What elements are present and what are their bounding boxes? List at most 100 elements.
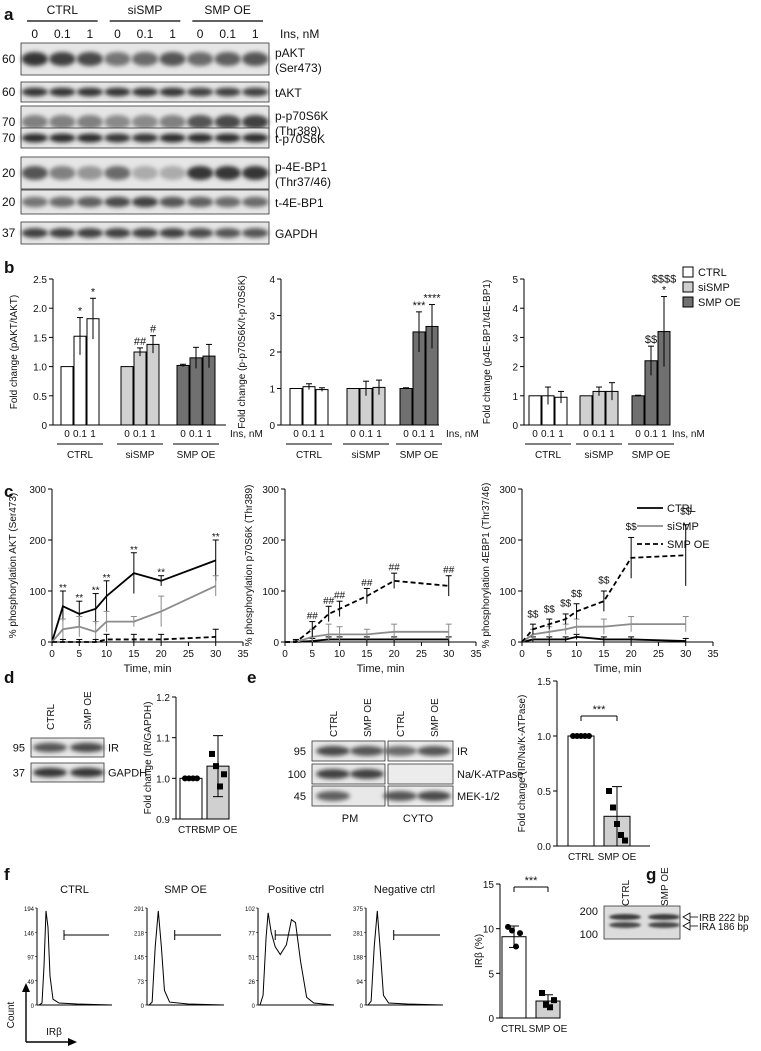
y-axis-title: Fold change (p4E-BP1/t4E-BP1) bbox=[482, 280, 493, 425]
x-axis-title: Time, min bbox=[357, 663, 405, 675]
y-tick-label: 1.5 bbox=[33, 333, 47, 344]
y-tick-label: 0 bbox=[510, 638, 516, 649]
blot-a-ins-value: 0.1 bbox=[219, 27, 236, 41]
x-tick-label: 0 bbox=[350, 429, 356, 440]
significance-mark: ## bbox=[134, 336, 147, 348]
blot-band bbox=[33, 767, 67, 778]
significance-mark: ** bbox=[59, 583, 67, 594]
y-tick-label: 0.5 bbox=[33, 392, 47, 403]
blot-band bbox=[350, 769, 384, 779]
y-axis-title: % phosphorylation p70S6K (Thr389) bbox=[244, 485, 255, 647]
data-point bbox=[217, 783, 223, 790]
blot-a-band bbox=[159, 51, 186, 67]
data-point bbox=[614, 821, 620, 827]
x-tick-label: 15 bbox=[361, 649, 373, 660]
data-point bbox=[622, 837, 628, 844]
data-point bbox=[194, 775, 200, 782]
flow-y-tick-label: 145 bbox=[134, 956, 145, 962]
blot-a-band bbox=[214, 196, 241, 208]
legend-label: SMP OE bbox=[667, 539, 710, 551]
significance-mark: *** bbox=[593, 704, 607, 716]
y-tick-label: 2 bbox=[512, 363, 518, 374]
legend-swatch bbox=[682, 296, 694, 308]
x-tick-label: 30 bbox=[680, 649, 692, 660]
y-tick-label: 1.5 bbox=[537, 677, 551, 688]
flow-histogram-curve bbox=[366, 910, 444, 1006]
blot-a-protein-label: pAKT bbox=[275, 46, 306, 60]
x-tick-label: 1 bbox=[609, 429, 615, 440]
x-tick-label: 25 bbox=[183, 649, 195, 660]
panel-label-e: e bbox=[247, 668, 256, 687]
y-tick-label: 4 bbox=[269, 275, 275, 286]
y-tick-label: 0.5 bbox=[537, 787, 551, 798]
x-unit-label: Ins, nM bbox=[230, 429, 263, 440]
flow-y-tick-label: 188 bbox=[353, 956, 364, 962]
y-axis-title: % phosphorylation AKT (Ser473) bbox=[8, 493, 19, 638]
significance-mark: $$ bbox=[571, 589, 583, 600]
x-tick-label: 0 bbox=[282, 649, 288, 660]
x-tick-label: 20 bbox=[389, 649, 401, 660]
x-tick-label: 0.1 bbox=[302, 429, 316, 440]
y-tick-label: 1.0 bbox=[537, 732, 551, 743]
x-tick-label: CTRL bbox=[501, 1024, 528, 1035]
y-tick-label: 300 bbox=[29, 485, 46, 496]
blot-a-band bbox=[131, 51, 159, 67]
blot-a-band bbox=[76, 228, 104, 238]
x-tick-label: 1 bbox=[558, 429, 564, 440]
series-line bbox=[521, 554, 686, 643]
significance-mark: ** bbox=[157, 568, 165, 579]
y-tick-label: 2 bbox=[269, 348, 275, 359]
gel-col-label: SMP OE bbox=[660, 867, 671, 906]
y-tick-label: 2.0 bbox=[33, 304, 47, 315]
x-tick-label: SMP OE bbox=[598, 852, 637, 863]
y-tick-label: 1 bbox=[512, 392, 518, 403]
blot-e-col-label: CTRL bbox=[329, 710, 340, 737]
blot-a-band bbox=[186, 51, 214, 67]
blot-band bbox=[417, 746, 451, 756]
flow-histogram-curve bbox=[147, 910, 225, 1006]
x-tick-label: 0 bbox=[64, 429, 70, 440]
flow-histogram-title: Negative ctrl bbox=[374, 884, 435, 896]
y-axis-title: Fold change (p-p70S6K/t-p70S6K) bbox=[237, 275, 248, 428]
group-label: SMP OE bbox=[400, 450, 439, 461]
blot-mw: 100 bbox=[288, 769, 306, 781]
blot-a-band bbox=[76, 114, 104, 130]
blot-e-fraction-label: CYTO bbox=[403, 813, 434, 825]
panel-label-a: a bbox=[4, 5, 14, 24]
y-tick-label: 1 bbox=[269, 385, 275, 396]
blot-e-col-label: CTRL bbox=[396, 710, 407, 737]
blot-a-protein-label: p-p70S6K bbox=[275, 109, 328, 123]
blot-a-band bbox=[241, 114, 269, 130]
blot-band bbox=[316, 746, 350, 756]
x-tick-label: 0 bbox=[519, 649, 525, 660]
x-unit-label: Ins, nM bbox=[446, 429, 479, 440]
bar bbox=[176, 364, 190, 426]
y-tick-label: 5 bbox=[512, 275, 518, 286]
flow-y-tick-label: 218 bbox=[134, 931, 145, 937]
flow-histogram-curve bbox=[37, 910, 113, 1006]
legend-label: siSMP bbox=[698, 282, 730, 294]
significance-mark: ## bbox=[389, 563, 401, 574]
significance-mark: * bbox=[78, 306, 83, 318]
blot-a-band bbox=[104, 196, 131, 208]
flow-y-tick-label: 49 bbox=[27, 980, 34, 986]
blot-a-band bbox=[104, 228, 131, 238]
x-tick-label: 0 bbox=[180, 429, 186, 440]
blot-a-band bbox=[21, 196, 49, 208]
count-label: Count bbox=[6, 1001, 17, 1028]
legend-label: siSMP bbox=[667, 521, 699, 533]
group-label: SMP OE bbox=[177, 450, 216, 461]
flow-y-tick-label: 375 bbox=[353, 907, 364, 913]
blot-a-ins-value: 1 bbox=[169, 27, 176, 41]
blot-a-band bbox=[241, 228, 269, 238]
blot-a-band bbox=[76, 165, 104, 181]
data-point bbox=[618, 832, 624, 838]
x-tick-label: 30 bbox=[443, 649, 455, 660]
blot-a-protein-label: t-p70S6K bbox=[275, 132, 325, 146]
x-tick-label: 0.1 bbox=[644, 429, 658, 440]
x-tick-label: 0 bbox=[293, 429, 299, 440]
blot-a-band bbox=[49, 133, 76, 143]
series-line bbox=[521, 635, 686, 643]
